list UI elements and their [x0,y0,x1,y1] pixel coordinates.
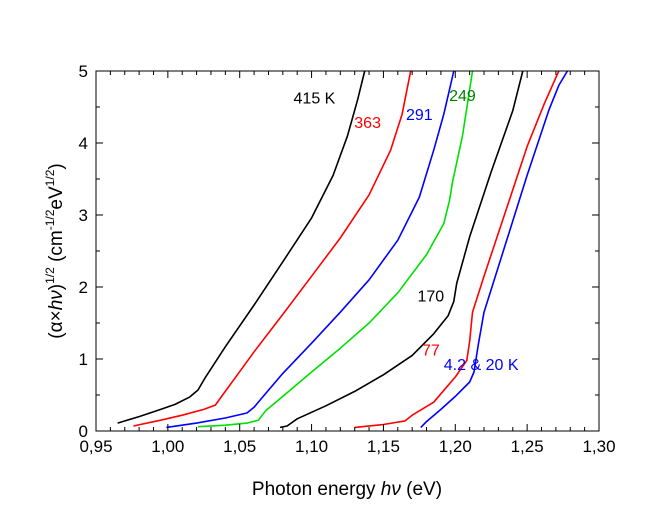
x-tick-label: 1,30 [582,437,615,456]
curve-label-170-k: 170 [418,288,445,305]
x-tick-label: 1,10 [295,437,328,456]
y-tick-label: 1 [79,350,88,369]
y-tick-label: 2 [79,278,88,297]
curve-415-k [117,71,366,424]
curve-labels-group: 415 K 363 291 249 170 774.2 & 20 K [294,88,519,374]
y-tick-label: 5 [79,62,88,81]
curve-291-k [166,71,455,429]
curve-label-415-k: 415 K [294,90,336,107]
x-tick-label: 1,25 [511,437,544,456]
y-axis-title: (α×hν)1/2 (cm-1/2eV1/2) [43,163,67,338]
curve-label-291-k: 291 [406,107,433,124]
x-axis-title: Photon energy hν (eV) [252,479,442,500]
plot-frame [95,70,600,432]
x-tick-label: 1,20 [439,437,472,456]
curve-249-k [197,71,474,428]
y-tick-label: 0 [79,422,88,441]
curve-label-363-k: 363 [354,115,381,132]
curve-77-k [354,71,560,429]
curve-4-2-20-k [420,71,569,428]
y-tick-label: 4 [79,134,88,153]
curves-group [117,71,569,429]
curve-170-k [279,71,524,429]
x-tick-label: 1,05 [223,437,256,456]
y-tick-label: 3 [79,206,88,225]
curve-363-k [133,71,412,427]
tick-labels-group: 0,95 1,00 1,05 1,10 1,15 1,20 1,25 1,30 0 1 2 3 4 5 [79,62,616,456]
curve-label-4-2-20-k: 4.2 & 20 K [444,357,519,374]
curve-label-249-k: 249 [449,88,476,105]
x-tick-label: 1,00 [151,437,184,456]
x-tick-label: 0,95 [79,437,112,456]
x-tick-label: 1,15 [367,437,400,456]
curve-label-77-k: 77 [422,342,440,359]
ticks-group [95,70,600,432]
